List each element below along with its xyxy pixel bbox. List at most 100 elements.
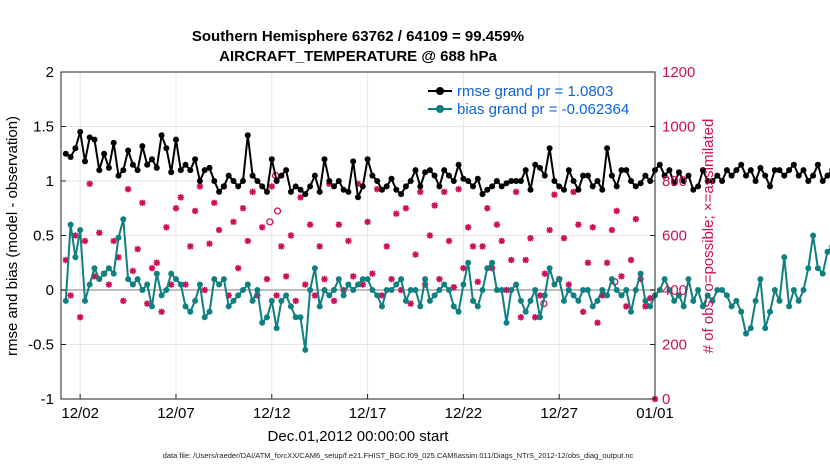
bias-point [163,287,170,293]
bias-point [105,265,112,272]
obs-assimilated-marker [81,237,89,245]
bias-point [470,297,476,304]
obs-assimilated-marker [278,243,285,250]
rmse-point [762,172,769,179]
rmse-point [278,172,285,179]
rmse-point [747,167,754,174]
rmse-point [805,178,812,184]
rmse-point [479,191,486,198]
rmse-point [699,167,706,174]
rmse-point [565,167,572,174]
bias-point [225,303,232,310]
rmse-point [129,161,136,168]
bias-point [62,297,69,304]
x-tick-label: 12/17 [349,405,387,422]
obs-assimilated-marker [441,188,448,196]
rmse-point [120,167,127,174]
bias-point [584,287,591,293]
rmse-point [513,178,520,184]
bias-point [292,314,299,321]
obs-assimilated-stroke [259,224,266,231]
rmse-point [220,183,227,190]
rmse-point [96,167,103,174]
obs-assimilated-stroke [474,278,481,285]
bias-point [824,248,830,255]
bias-point [168,270,175,277]
bias-point [206,308,213,315]
rmse-point [149,156,155,163]
bias-point [220,276,227,283]
obs-assimilated-marker [172,205,180,212]
obs-assimilated-stroke [522,257,529,263]
obs-assimilated-marker [239,205,247,212]
bias-point [350,287,357,293]
obs-assimilated-marker [603,259,611,266]
rmse-point [676,169,682,176]
bias-point [695,287,702,293]
obs-assimilated-stroke [273,292,280,299]
rmse-point [489,183,496,190]
obs-assimilated-stroke [345,237,352,244]
rmse-point [235,183,242,190]
obs-assimilated-marker [148,265,156,272]
bias-point [355,281,361,288]
obs-assimilated-stroke [647,295,654,302]
legend-bias-marker [436,105,444,113]
bias-point [719,287,726,293]
bias-point [800,287,807,293]
obs-assimilated-stroke [168,281,175,288]
bias-point [546,265,553,272]
obs-assimilated-stroke [115,254,122,261]
rmse-point [153,164,160,171]
rmse-point [517,178,524,184]
bias-point [264,314,270,321]
rmse-point [743,172,749,179]
rmse-point [465,178,472,184]
rmse-point [666,167,673,174]
obs-assimilated-stroke [470,243,476,250]
obs-assimilated-stroke [604,259,611,266]
obs-assimilated-marker [76,314,84,321]
obs-assimilated-stroke [570,188,577,195]
bias-point [556,276,563,283]
obs-assimilated-stroke [565,281,572,288]
obs-assimilated-stroke [369,270,376,277]
rmse-point [388,175,395,182]
bias-point [704,292,711,299]
obs-assimilated-marker [330,297,338,305]
y-right-tick-label: 400 [662,282,687,299]
obs-assimilated-marker [388,275,395,283]
obs-assimilated-marker [124,185,132,193]
bias-point [110,270,117,277]
rmse-point [618,167,625,174]
bias-point [599,287,606,293]
obs-assimilated-marker [211,199,218,206]
bias-point [474,303,481,310]
obs-assimilated-stroke [125,186,132,193]
rmse-point [781,172,788,179]
bias-point [120,216,127,223]
obs-assimilated-stroke [460,265,467,272]
obs-assimilated-marker [565,281,572,288]
bias-point [235,292,242,299]
x-tick-label: 12/07 [157,405,195,422]
rmse-point [608,172,615,179]
obs-assimilated-stroke [105,281,112,288]
bias-point [331,287,337,293]
obs-assimilated-stroke [599,292,606,299]
rmse-point [173,136,179,143]
obs-assimilated-stroke [144,300,151,307]
y-left-tick-label: 0.5 [33,228,54,245]
rmse-point [379,186,385,193]
bias-point [177,281,184,288]
legend-bias-label: bias grand pr = -0.062364 [457,101,629,118]
obs-assimilated-marker [527,235,534,242]
obs-assimilated-marker [575,221,582,228]
bias-point [465,259,472,266]
bias-point [752,297,759,304]
rmse-point [561,186,567,193]
bias-point [374,292,381,299]
obs-assimilated-stroke [287,232,294,239]
obs-assimilated-marker [417,188,424,196]
bias-point [661,276,668,283]
